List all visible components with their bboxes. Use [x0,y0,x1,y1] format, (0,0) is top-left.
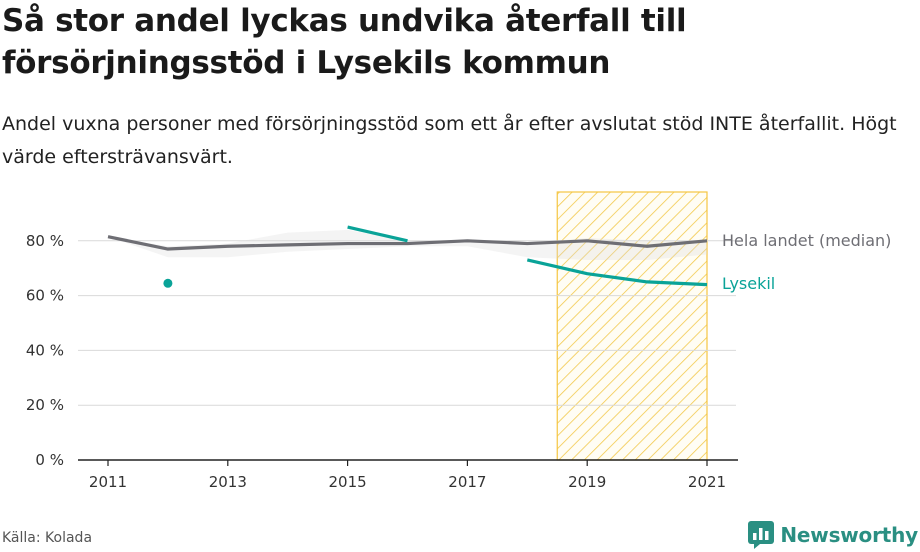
series-label-lysekil: Lysekil [722,274,775,293]
highlight-range [556,191,708,461]
series-line-lysekil [347,225,408,243]
series-label-national: Hela landet (median) [722,231,891,250]
data-point-lysekil [163,278,173,288]
x-tick-label: 2011 [89,473,127,491]
y-tick-label: 0 % [35,451,64,469]
y-tick-label: 40 % [26,341,64,359]
series-line-national [107,235,708,251]
y-tick-label: 20 % [26,396,64,414]
series-line-lysekil [526,258,708,287]
chart-subtitle: Andel vuxna personer med försörjningsstö… [2,113,897,168]
brand-name: Newsworthy [780,523,918,547]
source-note: Källa: Kolada [2,530,93,546]
y-tick-label: 60 % [26,287,64,305]
x-tick-label: 2021 [688,473,726,491]
x-tick-label: 2015 [329,473,367,491]
x-tick-label: 2013 [209,473,247,491]
brand-logo: Newsworthy [748,520,918,550]
x-tick-label: 2017 [448,473,486,491]
chart-title: Så stor andel lyckas undvika återfall ti… [2,3,687,81]
y-tick-label: 80 % [26,232,64,250]
x-tick-label: 2019 [568,473,606,491]
line-chart: 0 % 20 % 40 % 60 % 80 % 2011 2013 2015 2017 2019… [26,191,891,491]
newsworthy-logo-icon [748,521,775,549]
